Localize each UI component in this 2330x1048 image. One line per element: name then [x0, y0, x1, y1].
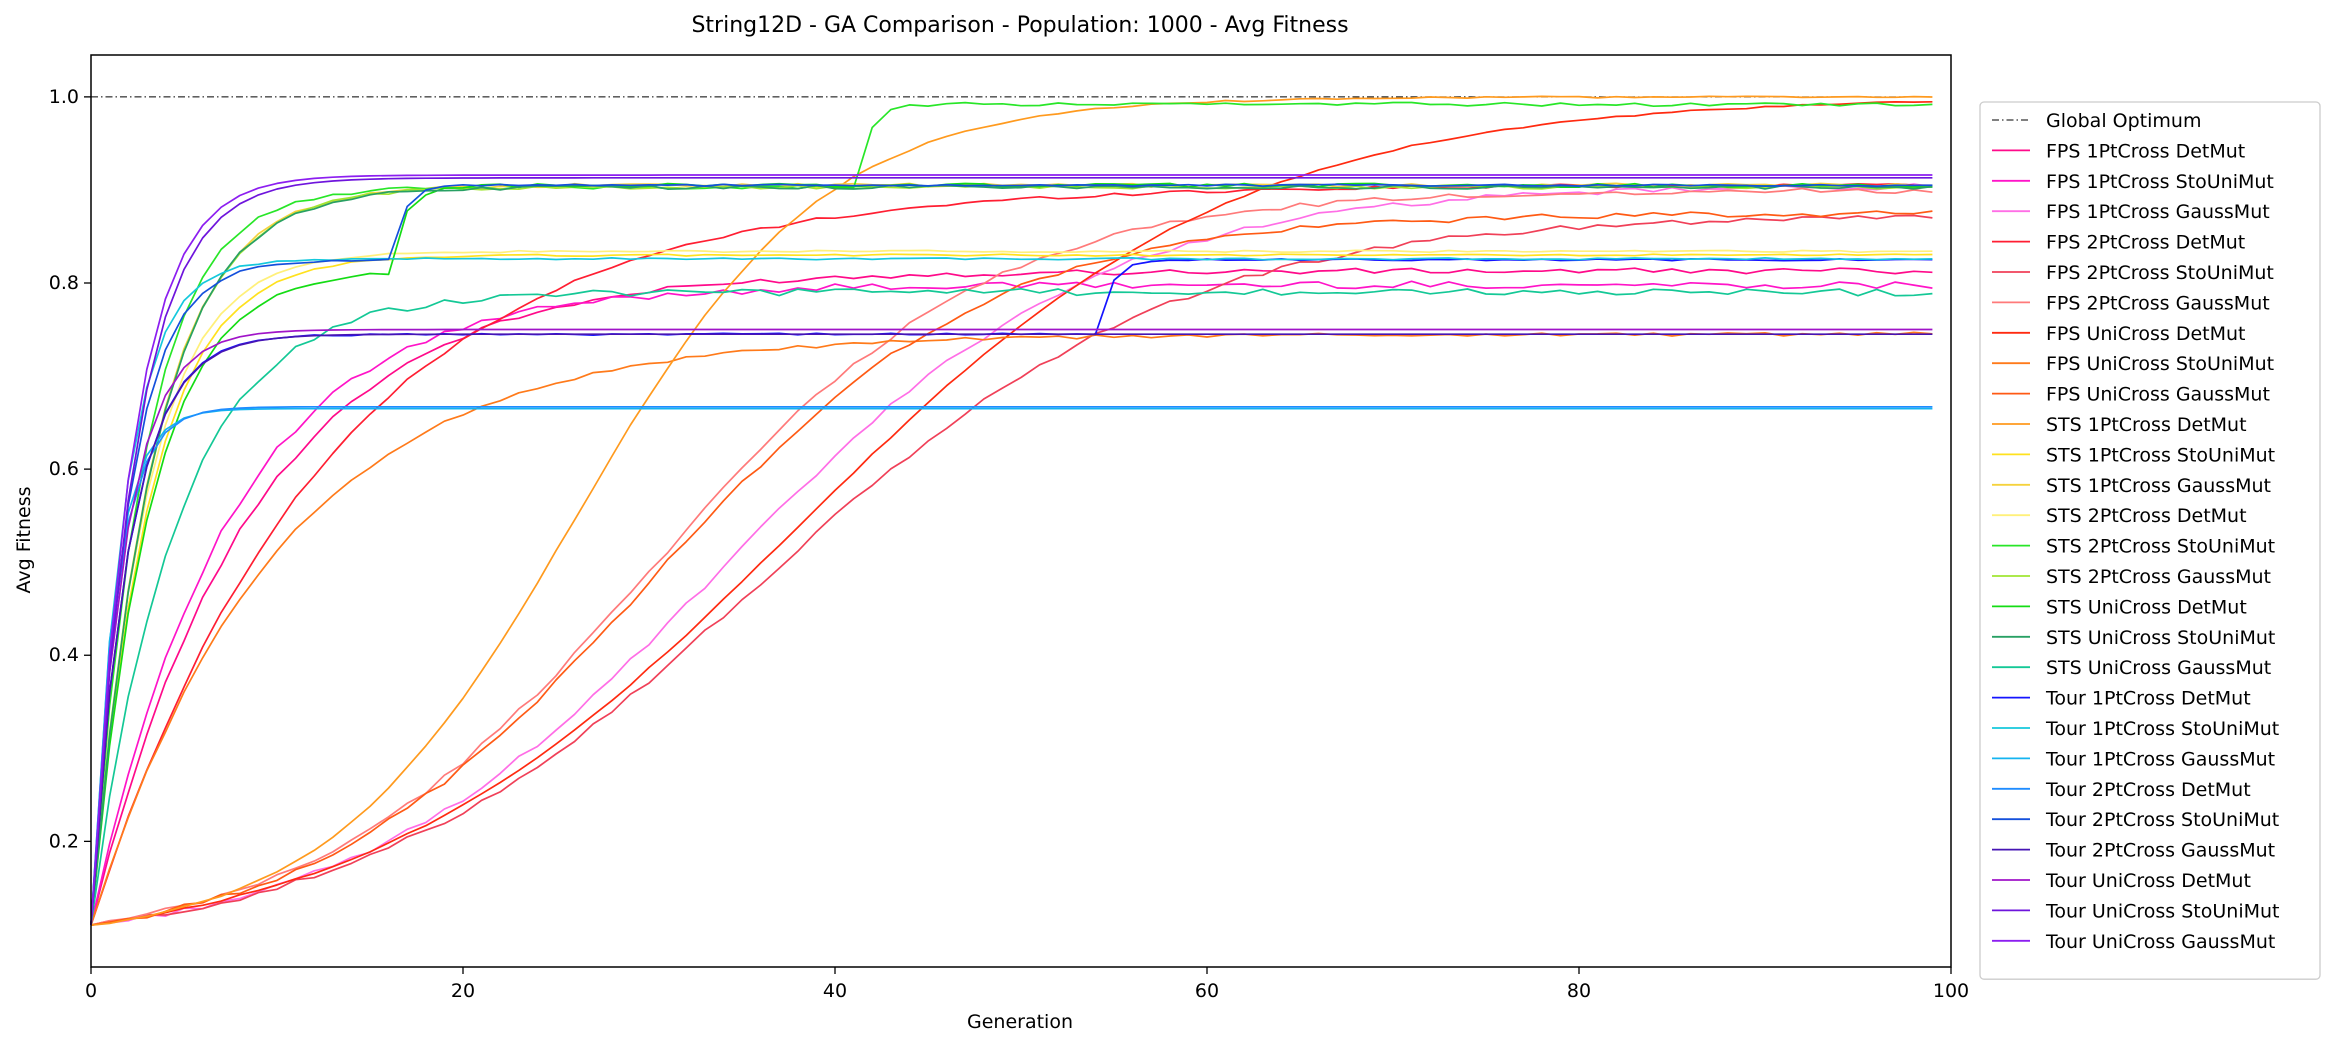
plot-frame	[90, 54, 1952, 968]
legend-label: STS UniCross DetMut	[2046, 596, 2247, 618]
series-line-tour-unicross-stounimut	[90, 176, 1933, 926]
legend-label: FPS UniCross DetMut	[2046, 323, 2246, 345]
legend-label: Tour 2PtCross StoUniMut	[2045, 809, 2279, 831]
series-line-fps-1ptcross-stounimut	[90, 280, 1933, 926]
x-tick-label: 20	[451, 980, 475, 1002]
x-tick-label: 60	[1195, 980, 1219, 1002]
legend-label: Tour UniCross DetMut	[2045, 870, 2251, 892]
series-line-fps-unicross-detmut	[90, 100, 1933, 926]
legend-label: STS 2PtCross StoUniMut	[2046, 536, 2275, 558]
series-line-tour-1ptcross-stounimut	[90, 257, 1933, 926]
series-line-tour-unicross-gaussmut	[90, 174, 1933, 926]
x-tick-label: 80	[1567, 980, 1591, 1002]
legend-label: FPS 2PtCross DetMut	[2046, 232, 2245, 254]
series-line-fps-1ptcross-gaussmut	[90, 183, 1933, 926]
series-line-tour-2ptcross-gaussmut	[90, 333, 1933, 926]
y-tick-label: 0.8	[49, 272, 79, 294]
legend-box	[1979, 101, 2321, 980]
series-line-fps-unicross-stounimut	[90, 331, 1933, 926]
legend-label: STS 1PtCross GaussMut	[2046, 475, 2271, 497]
series-line-sts-2ptcross-detmut	[90, 249, 1933, 926]
series-line-sts-1ptcross-detmut	[90, 95, 1933, 926]
legend-label: Tour UniCross GaussMut	[2045, 931, 2275, 953]
legend-label: FPS 1PtCross DetMut	[2046, 140, 2245, 162]
legend-label: FPS 1PtCross GaussMut	[2046, 201, 2270, 223]
series-line-fps-1ptcross-detmut	[90, 267, 1933, 926]
x-tick-label: 0	[85, 980, 97, 1002]
legend-label: STS UniCross GaussMut	[2046, 657, 2271, 679]
series-line-tour-1ptcross-detmut	[90, 257, 1933, 926]
series-line-tour-1ptcross-gaussmut	[90, 407, 1933, 926]
series-line-sts-unicross-stounimut	[90, 184, 1933, 926]
series-line-fps-2ptcross-stounimut	[90, 214, 1933, 926]
y-axis-label: Avg Fitness	[13, 486, 35, 593]
y-tick-label: 0.2	[49, 830, 79, 852]
legend-label: STS 1PtCross StoUniMut	[2046, 444, 2275, 466]
legend-label: STS 2PtCross DetMut	[2046, 505, 2247, 527]
series-line-tour-unicross-detmut	[90, 328, 1933, 926]
legend-label: Tour 1PtCross StoUniMut	[2045, 718, 2279, 740]
legend-label: FPS UniCross StoUniMut	[2046, 353, 2274, 375]
legend-label: STS 2PtCross GaussMut	[2046, 566, 2271, 588]
series-line-tour-2ptcross-detmut	[90, 405, 1933, 926]
series-line-sts-unicross-gaussmut	[90, 287, 1933, 926]
series-line-sts-2ptcross-gaussmut	[90, 184, 1933, 926]
series-line-sts-2ptcross-stounimut	[90, 101, 1933, 926]
series-line-fps-2ptcross-gaussmut	[90, 187, 1933, 926]
legend-label: FPS UniCross GaussMut	[2046, 384, 2270, 406]
series-line-fps-2ptcross-detmut	[90, 182, 1933, 926]
legend-label: FPS 2PtCross GaussMut	[2046, 292, 2270, 314]
legend-label: FPS 2PtCross StoUniMut	[2046, 262, 2274, 284]
x-axis-label: Generation	[967, 1011, 1073, 1033]
x-tick-label: 40	[823, 980, 847, 1002]
legend-label: STS UniCross StoUniMut	[2046, 627, 2275, 649]
legend: Global Optimum FPS 1PtCross DetMut FPS 1Pt…	[1979, 101, 2321, 980]
legend-label: FPS 1PtCross StoUniMut	[2046, 171, 2274, 193]
y-tick-label: 1.0	[49, 86, 79, 108]
series-line-sts-unicross-detmut	[90, 182, 1933, 926]
legend-label: Global Optimum	[2046, 110, 2201, 132]
legend-label: Tour UniCross StoUniMut	[2045, 900, 2280, 922]
x-tick-label: 100	[1933, 980, 1969, 1002]
legend-label: Tour 1PtCross DetMut	[2045, 688, 2251, 710]
y-tick-label: 0.4	[49, 644, 79, 666]
legend-label: Tour 2PtCross GaussMut	[2045, 840, 2275, 862]
series-line-sts-1ptcross-stounimut	[90, 253, 1933, 926]
chart-title: String12D - GA Comparison - Population: …	[691, 13, 1348, 38]
legend-label: STS 1PtCross DetMut	[2046, 414, 2247, 436]
y-ticks: 0.2 0.4 0.6 0.8 1.0	[49, 86, 91, 852]
series-line-sts-1ptcross-gaussmut	[90, 182, 1933, 926]
x-ticks: 0 20 40 60 80 100	[85, 967, 1969, 1002]
series-line-fps-unicross-gaussmut	[90, 210, 1933, 926]
series-layer	[90, 95, 1933, 926]
legend-label: Tour 2PtCross DetMut	[2045, 779, 2251, 801]
y-tick-label: 0.6	[49, 458, 79, 480]
legend-label: Tour 1PtCross GaussMut	[2045, 748, 2275, 770]
series-line-tour-2ptcross-stounimut	[90, 183, 1933, 926]
